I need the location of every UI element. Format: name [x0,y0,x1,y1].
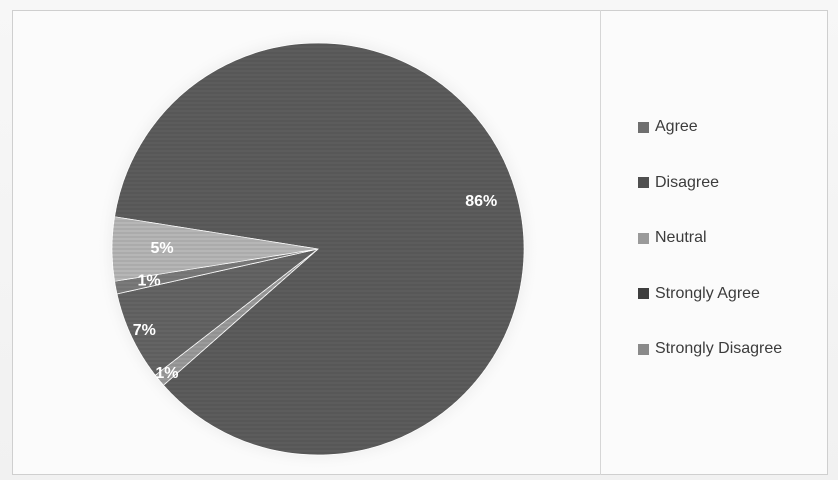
legend-item-strongly-agree[interactable]: Strongly Agree [638,280,828,308]
legend-swatch-strongly-agree [638,288,649,299]
legend-swatch-agree [638,121,649,133]
legend-item-disagree[interactable]: Disagree [638,169,828,197]
legend-item-agree[interactable]: Agree [638,113,828,141]
legend-divider [600,10,601,475]
legend-label-disagree: Disagree [655,173,720,191]
data-label-strongly-disagree: 5% [150,240,173,257]
data-label-disagree: 1% [155,365,178,382]
data-label-neutral: 7% [133,322,156,339]
legend-label-neutral: Neutral [655,229,707,246]
pie-chart: 86% 1% 7% 1% 5% [98,29,538,469]
chart-legend: Agree Disagree Neutral Strongly Agree St… [638,113,828,391]
legend-swatch-strongly-disagree [638,343,649,355]
legend-item-neutral[interactable]: Neutral [638,224,828,252]
legend-label-strongly-disagree: Strongly Disagree [655,340,783,357]
data-label-strongly-agree: 1% [137,272,160,289]
legend-label-agree: Agree [655,118,698,135]
legend-item-strongly-disagree[interactable]: Strongly Disagree [638,335,828,363]
data-label-agree: 86% [465,193,497,210]
legend-swatch-neutral [638,232,649,244]
legend-swatch-disagree [638,177,649,188]
legend-label-strongly-agree: Strongly Agree [655,284,760,302]
